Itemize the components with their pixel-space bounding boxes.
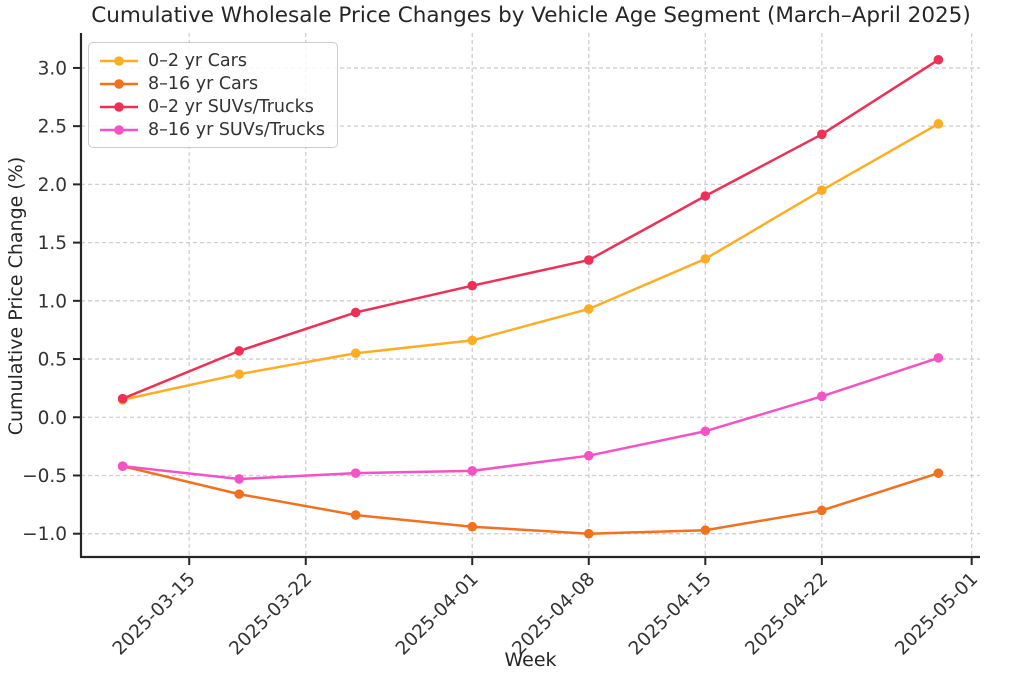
data-point-marker (817, 391, 827, 402)
data-point-marker (467, 521, 478, 532)
data-point-marker (700, 525, 711, 536)
x-tick-label: 2025-04-15 (625, 569, 716, 660)
legend-item: 8–16 yr SUVs/Trucks (98, 119, 325, 140)
data-point-marker (467, 335, 478, 346)
data-point-marker (933, 119, 944, 129)
y-tick-label: 2.5 (38, 117, 67, 138)
data-point-marker (933, 353, 944, 363)
data-point-marker (700, 254, 711, 264)
legend-line-marker-icon (100, 124, 138, 135)
data-point-marker (700, 426, 711, 437)
data-point-marker (234, 489, 244, 499)
data-point-marker (234, 346, 244, 356)
legend-item: 0–2 yr Cars (98, 50, 325, 71)
x-tick-label: 2025-05-01 (891, 569, 982, 660)
legend-line-marker-icon (100, 101, 138, 112)
y-tick-label: 3.0 (38, 58, 67, 79)
y-tick-label: −0.5 (22, 466, 67, 487)
data-point-marker (583, 528, 594, 539)
chart-title: Cumulative Wholesale Price Changes by Ve… (91, 3, 971, 28)
x-tick-label: 2025-04-01 (392, 569, 483, 660)
y-tick-label: 2.0 (38, 175, 67, 196)
data-point-marker (467, 466, 478, 476)
series-line (121, 464, 940, 535)
series-line (121, 122, 940, 402)
legend-label: 8–16 yr Cars (148, 73, 259, 94)
legend: 0–2 yr Cars 8–16 yr Cars 0–2 yr SUVs/Truck… (88, 42, 339, 148)
data-point-marker (117, 393, 128, 404)
x-tick-label: 2025-03-22 (225, 569, 316, 660)
series-line (121, 58, 940, 400)
data-point-marker (583, 255, 594, 265)
x-tick-label: 2025-03-15 (109, 569, 200, 660)
data-point-marker (234, 369, 244, 379)
legend-label: 8–16 yr SUVs/Trucks (148, 119, 326, 140)
data-point-marker (583, 304, 594, 314)
data-point-marker (234, 474, 244, 484)
data-point-marker (933, 468, 944, 478)
data-point-marker (817, 185, 827, 195)
legend-line-marker-icon (100, 55, 138, 66)
legend-line-marker-icon (100, 78, 138, 89)
x-tick-label: 2025-04-22 (742, 569, 833, 660)
legend-item: 8–16 yr Cars (98, 73, 325, 94)
data-point-marker (817, 505, 827, 516)
series-line (121, 356, 940, 481)
data-point-marker (350, 348, 361, 359)
x-axis-title: Week (504, 649, 557, 671)
x-tick-label: 2025-04-08 (508, 569, 599, 660)
y-tick-label: 0.0 (38, 408, 67, 429)
data-point-marker (817, 129, 827, 140)
data-point-marker (700, 191, 711, 201)
data-point-marker (350, 510, 361, 520)
legend-label: 0–2 yr Cars (148, 50, 247, 71)
data-point-marker (350, 307, 361, 318)
data-point-marker (583, 450, 594, 461)
data-point-marker (350, 468, 361, 478)
legend-item: 0–2 yr SUVs/Trucks (98, 96, 325, 117)
data-point-marker (117, 461, 128, 471)
y-tick-label: −1.0 (22, 524, 67, 545)
data-point-marker (933, 54, 944, 65)
legend-label: 0–2 yr SUVs/Trucks (148, 96, 314, 117)
y-axis-title: Cumulative Price Change (%) (5, 156, 27, 436)
y-tick-label: 0.5 (38, 350, 67, 371)
y-tick-label: 1.5 (38, 233, 67, 254)
data-point-marker (467, 280, 478, 291)
y-tick-label: 1.0 (38, 291, 67, 312)
